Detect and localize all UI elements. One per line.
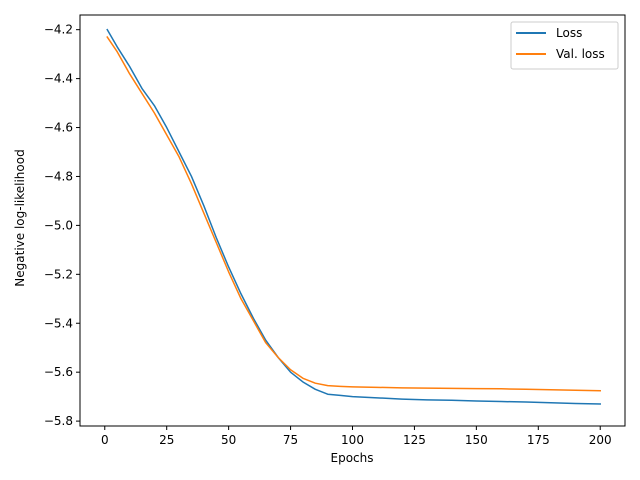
x-tick-label: 75 — [283, 433, 298, 447]
y-tick-label: −5.0 — [44, 218, 73, 232]
x-tick-label: 50 — [221, 433, 236, 447]
y-tick-label: −4.2 — [44, 23, 73, 37]
y-tick-label: −5.2 — [44, 267, 73, 281]
x-axis-label: Epochs — [331, 451, 374, 465]
x-tick-label: 0 — [101, 433, 109, 447]
y-axis-ticks: −5.8 −5.6 −5.4 −5.2 −5.0 −4.8 −4.6 −4.4 −4.2 — [44, 23, 80, 428]
series-layer — [106, 28, 601, 405]
legend-label-loss: Loss — [556, 26, 582, 40]
series-line-val-loss — [106, 35, 601, 392]
y-tick-label: −4.4 — [44, 72, 73, 86]
x-axis-ticks: 0 25 50 75 100 125 150 175 200 — [101, 426, 612, 447]
legend-label-val-loss: Val. loss — [556, 47, 605, 61]
series-line-loss — [106, 28, 601, 405]
x-tick-label: 200 — [589, 433, 612, 447]
x-tick-label: 150 — [465, 433, 488, 447]
y-tick-label: −5.8 — [44, 414, 73, 428]
legend: Loss Val. loss — [510, 21, 619, 70]
y-tick-label: −5.6 — [44, 365, 73, 379]
y-tick-label: −4.8 — [44, 169, 73, 183]
x-tick-label: 175 — [527, 433, 550, 447]
x-tick-label: 125 — [403, 433, 426, 447]
plot-frame — [79, 14, 626, 427]
y-axis-label: Negative log-likelihood — [13, 149, 27, 286]
x-tick-label: 25 — [159, 433, 174, 447]
x-tick-label: 100 — [341, 433, 364, 447]
y-tick-label: −5.4 — [44, 316, 73, 330]
y-tick-label: −4.6 — [44, 121, 73, 135]
